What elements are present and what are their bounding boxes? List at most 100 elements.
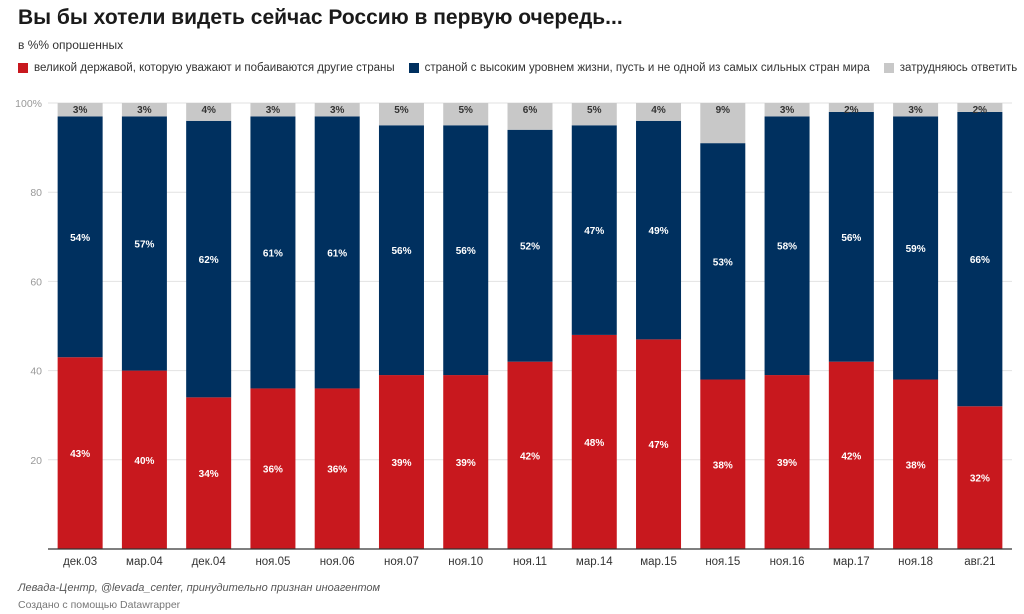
x-tick-label: дек.04 [192, 556, 227, 568]
data-label: 3% [266, 105, 281, 116]
data-label: 53% [713, 257, 733, 268]
bar-segment [443, 103, 489, 126]
x-tick-label: ноя.11 [513, 556, 547, 568]
bar-segment [828, 111, 874, 362]
bar-segment [378, 375, 424, 549]
bar-segment [700, 103, 746, 144]
data-label: 3% [330, 105, 345, 116]
data-label: 4% [651, 105, 666, 116]
data-label: 62% [199, 255, 219, 266]
bar-segment [700, 143, 746, 380]
bar-segment [378, 125, 424, 376]
bar-segment [121, 370, 167, 549]
chart-subtitle: в %% опрошенных [18, 38, 124, 52]
data-label: 56% [841, 233, 861, 244]
legend-item-undecided: затрудняюсь ответить [883, 62, 1018, 74]
bar-segment [957, 406, 1003, 549]
data-label: 49% [649, 226, 669, 237]
data-label: 42% [841, 451, 861, 462]
bar-segment [893, 103, 939, 117]
data-label: 3% [137, 105, 152, 116]
data-label: 36% [263, 465, 283, 476]
bar-segment [121, 103, 167, 117]
bar-segment [250, 388, 296, 549]
data-label: 5% [394, 105, 409, 116]
bar-segment [314, 103, 360, 117]
x-tick-label: ноя.06 [320, 556, 355, 568]
bar-segment [186, 397, 232, 549]
bar-segment [571, 125, 617, 335]
x-tick-label: дек.03 [63, 556, 97, 568]
bar-segment [186, 103, 232, 121]
data-label: 3% [908, 105, 923, 116]
bar-segment [121, 116, 167, 371]
bar-segment [57, 103, 103, 117]
data-label: 3% [780, 105, 795, 116]
bar-segment [507, 129, 553, 362]
bar-segment [507, 103, 553, 130]
bar-segment [443, 375, 489, 549]
data-label: 36% [327, 465, 347, 476]
bar-segment [314, 388, 360, 549]
data-label: 2% [973, 105, 988, 116]
bar-segment [314, 116, 360, 389]
x-tick-label: авг.21 [964, 556, 995, 568]
data-label: 56% [456, 246, 476, 257]
bar-segment [764, 103, 810, 117]
legend-label-great-power: великой державой, которую уважают и поба… [34, 62, 395, 74]
x-tick-label: ноя.07 [384, 556, 419, 568]
legend-swatch-high-living-standard [408, 63, 419, 73]
y-tick-label: 40 [30, 366, 42, 378]
data-label: 5% [587, 105, 602, 116]
data-label: 40% [134, 456, 154, 467]
bar-segment [636, 120, 682, 340]
data-label: 43% [70, 449, 90, 460]
data-label: 5% [459, 105, 474, 116]
data-label: 61% [263, 248, 283, 259]
bar-segment [57, 116, 103, 358]
bar-segment [378, 103, 424, 126]
bar-segment [443, 125, 489, 376]
bar-segment [893, 379, 939, 549]
bar-segment [764, 116, 810, 376]
y-tick-label: 80 [30, 187, 42, 199]
data-label: 59% [906, 244, 926, 255]
data-label: 39% [456, 458, 476, 469]
x-tick-label: мар.17 [833, 556, 870, 568]
x-tick-label: мар.04 [126, 556, 163, 568]
data-label: 57% [134, 239, 154, 250]
data-label: 42% [520, 451, 540, 462]
bar-segment [957, 103, 1003, 112]
bar-segment [57, 357, 103, 549]
data-label: 9% [716, 105, 731, 116]
data-label: 54% [70, 233, 90, 244]
bar-segment [828, 103, 874, 112]
legend-label-high-living-standard: страной с высоким уровнем жизни, пусть и… [424, 62, 870, 74]
legend-item-high-living-standard: страной с высоким уровнем жизни, пусть и… [408, 62, 870, 74]
data-label: 4% [201, 105, 216, 116]
data-label: 47% [584, 226, 604, 237]
data-label: 47% [649, 440, 669, 451]
y-tick-label: 60 [30, 276, 42, 288]
y-tick-label: 100% [15, 98, 42, 110]
data-label: 38% [713, 460, 733, 471]
data-label: 58% [777, 242, 797, 253]
data-label: 6% [523, 105, 538, 116]
x-tick-label: мар.15 [640, 556, 677, 568]
bar-segment [186, 120, 232, 398]
bar-segment [957, 111, 1003, 407]
footer-made-with: Создано с помощью Datawrapper [18, 599, 181, 611]
data-label: 3% [73, 105, 88, 116]
chart-title: Вы бы хотели видеть сейчас Россию в перв… [18, 6, 623, 29]
legend-label-undecided: затрудняюсь ответить [899, 62, 1018, 74]
footer-source: Левада-Центр, @levada_center, принудител… [18, 582, 381, 594]
bar-segment [636, 103, 682, 121]
data-label: 56% [391, 246, 411, 257]
y-tick-label: 20 [30, 455, 42, 467]
legend: великой державой, которую уважают и поба… [18, 62, 1024, 74]
bar-segment [893, 116, 939, 380]
x-tick-label: ноя.05 [255, 556, 290, 568]
x-tick-label: ноя.18 [898, 556, 933, 568]
legend-swatch-undecided [883, 63, 894, 73]
data-label: 39% [391, 458, 411, 469]
